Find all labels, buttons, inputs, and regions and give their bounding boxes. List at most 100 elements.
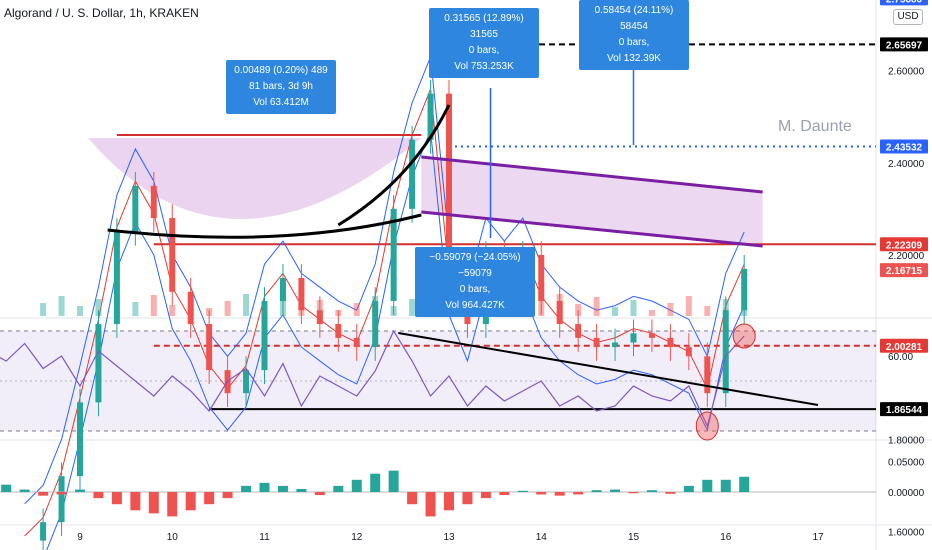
measure-line: 0.00489 (0.20%) 489 <box>234 65 328 76</box>
volume-bar <box>77 306 83 316</box>
macd-hist-bar <box>56 492 67 495</box>
candle-body <box>722 310 729 394</box>
candle-body <box>372 301 379 348</box>
price-label-bg <box>880 37 928 52</box>
volume-bar <box>243 294 250 316</box>
candle-body <box>538 254 545 302</box>
volume-bar <box>575 304 582 316</box>
volume-bar <box>390 306 397 316</box>
candle-body <box>187 291 194 325</box>
candle-body <box>40 522 47 541</box>
candle-body <box>612 342 619 348</box>
candle-body <box>648 333 655 338</box>
candle-body <box>150 185 157 219</box>
price-label-text: 2.16715 <box>886 266 923 277</box>
measure-line: Vol 964.427K <box>445 300 505 311</box>
candle-body <box>279 277 286 302</box>
volume-bar <box>224 301 231 316</box>
rsi-line <box>0 329 745 428</box>
price-label-text: 2.22309 <box>886 240 923 251</box>
macd-hist-bar <box>1 484 12 492</box>
bollinger-basis <box>24 88 745 537</box>
macd-hist-bar <box>646 490 657 492</box>
candle-body <box>243 370 250 394</box>
candle-body <box>427 93 434 140</box>
macd-hist-bar <box>314 492 325 496</box>
volume-bar <box>95 299 102 316</box>
candle-body <box>446 93 452 278</box>
x-tick-label: 11 <box>259 532 270 543</box>
price-label-bg <box>880 263 928 278</box>
macd-hist-bar <box>296 488 307 492</box>
price-label-bg <box>880 0 928 6</box>
macd-hist-bar <box>38 492 49 496</box>
candle-body <box>316 310 323 325</box>
macd-hist-bar <box>499 492 510 496</box>
volume-bar <box>40 303 47 316</box>
measure-line: 0.31565 (12.89%) 31565 <box>444 13 524 40</box>
rsi-low-marker <box>695 411 719 441</box>
candle-body <box>593 337 600 348</box>
candle-body <box>113 231 120 325</box>
macd-hist-bar <box>628 492 639 494</box>
macd-hist-bar <box>19 489 30 492</box>
macd-hist-bar <box>702 479 713 492</box>
macd-hist-bar <box>388 470 399 492</box>
measure-line: 0 bars, <box>468 45 500 56</box>
volume-bar <box>279 297 286 316</box>
price-axis-tick: 1.60000 <box>888 527 925 538</box>
candle-body <box>556 301 563 325</box>
macd-hist-bar <box>739 476 750 492</box>
rsi-trendline <box>398 332 819 406</box>
volume-bar <box>58 296 65 316</box>
volume-bar <box>704 306 711 316</box>
macd-hist-bar <box>111 492 122 505</box>
measure-line: Vol 63.412M <box>253 97 309 108</box>
measure-box-cup: 0.00489 (0.20%) 489 81 bars, 3d 9h Vol 6… <box>226 60 336 114</box>
volume-bar <box>741 309 748 316</box>
price-label-bg <box>880 237 928 252</box>
macd-hist-bar <box>185 492 196 511</box>
cup-shading <box>88 138 422 219</box>
x-tick-label: 14 <box>536 532 548 543</box>
macd-hist-bar <box>591 490 602 492</box>
measure-line: 0 bars, <box>459 284 491 295</box>
volume-bar <box>353 303 360 316</box>
measure-line: Vol 753.253K <box>454 61 514 72</box>
macd-hist-bar <box>370 473 381 492</box>
chart-title: Algorand / U. S. Dollar, 1h, KRAKEN <box>4 6 199 20</box>
volume-bar <box>722 299 729 316</box>
macd-hist-bar <box>683 485 694 492</box>
channel-shading <box>421 157 763 246</box>
macd-hist-bar <box>277 485 288 492</box>
candle-body <box>685 347 692 357</box>
candle-body <box>409 139 416 209</box>
macd-hist-bar <box>536 492 547 495</box>
price-label-text: 2.65697 <box>886 40 923 51</box>
channel-top-line <box>421 155 763 194</box>
macd-hist-bar <box>167 492 178 517</box>
price-label-text: 2.43532 <box>886 143 923 154</box>
volume-bar <box>538 301 545 316</box>
candle-body <box>353 337 360 348</box>
candle-body <box>77 402 83 477</box>
x-tick-label: 10 <box>167 532 179 543</box>
volume-bar <box>612 307 619 316</box>
measure-line: 0.58454 (24.11%) 58454 <box>594 5 674 32</box>
macd-hist-bar <box>351 479 362 492</box>
macd-hist-bar <box>130 492 141 511</box>
candle-body <box>630 333 637 343</box>
price-label-bg <box>880 402 928 417</box>
macd-hist-bar <box>204 492 215 505</box>
volume-bar <box>206 308 213 316</box>
price-label-bg <box>880 139 928 154</box>
price-axis-tick: 2.40000 <box>888 159 925 170</box>
measure-box-up: 0.31565 (12.89%) 31565 0 bars, Vol 753.2… <box>429 8 539 78</box>
volume-bar <box>113 309 120 316</box>
macd-hist-bar <box>517 490 528 492</box>
measure-line: Vol 132.39K <box>607 53 661 64</box>
volume-bar <box>372 296 379 316</box>
macd-hist-bar <box>610 489 621 492</box>
currency-badge[interactable]: USD <box>893 9 923 25</box>
